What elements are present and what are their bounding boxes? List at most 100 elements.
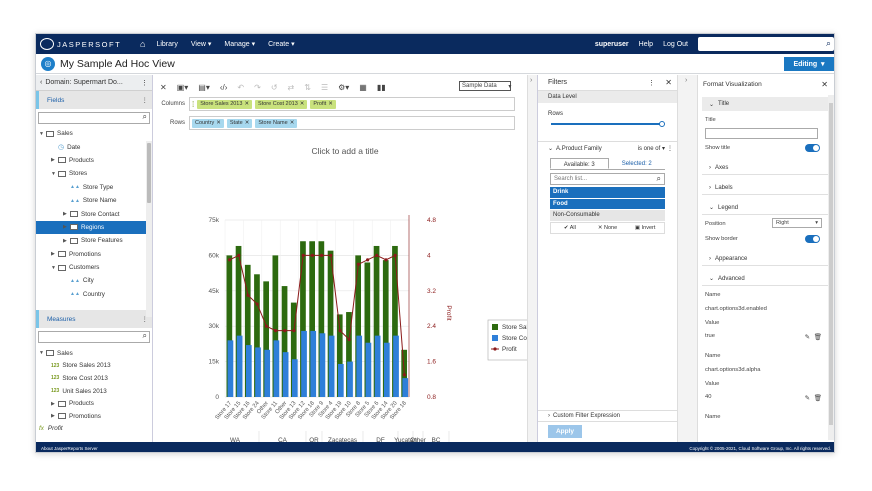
- tab-selected[interactable]: Selected: 2: [621, 161, 652, 167]
- tab-available[interactable]: Available: 3: [550, 158, 609, 169]
- bar-store-sales[interactable]: [346, 312, 352, 397]
- bar-store-sales[interactable]: [336, 314, 343, 397]
- legend-label[interactable]: Store Cost 2013: [502, 335, 548, 342]
- measures-search-input[interactable]: ⌕: [38, 331, 150, 343]
- tree-item[interactable]: 123 Store Sales 2013: [36, 360, 152, 373]
- nav-library[interactable]: Library: [156, 40, 178, 48]
- tree-item[interactable]: ▶ Promotions: [36, 248, 152, 261]
- bar-store-cost[interactable]: [282, 352, 289, 397]
- bar-store-sales[interactable]: [355, 255, 362, 397]
- tree-item[interactable]: ▼ Stores: [36, 167, 152, 180]
- profit-point[interactable]: [338, 329, 342, 333]
- tree-item[interactable]: ▼ Sales: [36, 127, 152, 140]
- profit-point[interactable]: [320, 253, 324, 257]
- search-icon[interactable]: ⌕: [142, 112, 147, 121]
- tree-item[interactable]: ◷ Date: [36, 140, 152, 153]
- invert-button[interactable]: ▣ Invert: [634, 224, 656, 231]
- legend-label[interactable]: Store Sales 2013: [502, 324, 551, 331]
- trash-icon[interactable]: 🗑: [813, 334, 822, 341]
- bar-store-sales[interactable]: [373, 245, 380, 397]
- tree-item[interactable]: ▲▲ Country: [36, 288, 152, 301]
- tree-item[interactable]: ▶ Products: [36, 397, 152, 410]
- bar-store-cost[interactable]: [365, 342, 372, 397]
- global-search-input[interactable]: ⌕: [698, 37, 834, 51]
- expand-right-icon[interactable]: ▶: [51, 157, 55, 164]
- scroll-thumb[interactable]: [147, 143, 151, 203]
- close-icon[interactable]: ✕: [821, 79, 828, 89]
- redo-icon[interactable]: ↷: [254, 82, 261, 92]
- show-title-toggle[interactable]: [805, 144, 820, 152]
- bar-store-cost[interactable]: [291, 359, 298, 397]
- tree-item[interactable]: ▶ Products: [36, 154, 152, 167]
- profit-point[interactable]: [246, 293, 250, 297]
- search-icon[interactable]: ⌕: [656, 174, 661, 183]
- custom-filter-expression[interactable]: › Custom Filter Expression: [538, 410, 685, 422]
- remove-icon[interactable]: ✕: [244, 120, 250, 126]
- menu-icon[interactable]: ⋮: [141, 97, 149, 104]
- bar-store-cost[interactable]: [310, 330, 317, 397]
- menu-icon[interactable]: ⋮: [141, 316, 149, 323]
- expand-right-icon[interactable]: ▶: [51, 251, 55, 258]
- fields-search-input[interactable]: ⌕: [38, 112, 150, 124]
- shelf-pill[interactable]: State ✕: [226, 118, 253, 128]
- bar-store-cost[interactable]: [319, 333, 326, 397]
- title-section-header[interactable]: ⌄ Title: [702, 97, 828, 111]
- expand-down-icon[interactable]: ▼: [39, 130, 44, 137]
- bar-store-sales[interactable]: [309, 241, 316, 397]
- tree-item[interactable]: ▲▲ Store Name: [36, 194, 152, 207]
- tree-item[interactable]: ▶ Regions: [36, 220, 152, 235]
- tree-item[interactable]: ▲▲ Store Type: [36, 181, 152, 194]
- tree-item[interactable]: ▶ Store Features: [36, 234, 152, 247]
- profit-point[interactable]: [402, 373, 406, 377]
- bar-store-cost[interactable]: [402, 378, 409, 397]
- chart-title-placeholder[interactable]: Click to add a title: [311, 146, 379, 156]
- home-icon[interactable]: ⌂: [140, 39, 146, 49]
- expand-right-icon[interactable]: ▶: [51, 413, 55, 420]
- columns-drop-zone[interactable]: ⁞ Store Sales 2013 ✕ Store Cost 2013 ✕ Prof…: [189, 97, 515, 111]
- help-link[interactable]: Help: [638, 40, 654, 48]
- legend-section-header[interactable]: ⌄ Legend: [702, 201, 828, 215]
- bar-store-sales[interactable]: [226, 255, 233, 397]
- remove-icon[interactable]: ✕: [289, 120, 295, 126]
- remove-icon[interactable]: ✕: [216, 120, 221, 126]
- format-icon[interactable]: ▦: [359, 82, 367, 92]
- sort-icon[interactable]: ⇅: [304, 82, 311, 92]
- bar-store-cost[interactable]: [245, 345, 252, 397]
- select-none-button[interactable]: ✕ None: [597, 224, 618, 231]
- undo-icon[interactable]: ↶: [237, 82, 245, 92]
- jaspersoft-logo[interactable]: JASPERSOFT: [40, 38, 132, 50]
- bar-store-sales[interactable]: [327, 250, 334, 397]
- settings-icon[interactable]: ⚙▾: [338, 82, 350, 92]
- expand-right-icon[interactable]: ▶: [63, 237, 67, 244]
- remove-icon[interactable]: ✕: [328, 101, 333, 107]
- expand-right-icon[interactable]: ▶: [63, 211, 67, 218]
- format-collapse-strip[interactable]: ›: [677, 75, 697, 442]
- trash-icon[interactable]: 🗑: [813, 395, 822, 402]
- appearance-section-header[interactable]: › Appearance: [702, 252, 828, 266]
- drag-handle-icon[interactable]: ⁞: [192, 99, 195, 109]
- code-icon[interactable]: ‹/›: [219, 82, 228, 92]
- bar-store-sales[interactable]: [244, 264, 251, 397]
- expand-right-icon[interactable]: ▶: [63, 224, 67, 231]
- filter-search-input[interactable]: Search list... ⌕: [550, 173, 665, 185]
- bar-store-cost[interactable]: [374, 335, 381, 397]
- rows-drop-zone[interactable]: Country ✕ State ✕ Store Name ✕: [189, 116, 515, 130]
- close-icon[interactable]: ✕: [665, 78, 672, 87]
- profit-point[interactable]: [347, 337, 351, 342]
- edit-icon[interactable]: ✎: [804, 395, 811, 402]
- profit-point[interactable]: [237, 253, 241, 257]
- bar-store-sales[interactable]: [254, 274, 260, 397]
- profit-point[interactable]: [310, 253, 314, 257]
- about-link[interactable]: About JasperReports Server: [41, 445, 98, 451]
- chevron-right-icon[interactable]: ›: [530, 77, 533, 84]
- bar-store-sales[interactable]: [263, 281, 270, 397]
- bar-store-sales[interactable]: [235, 245, 242, 397]
- profit-point[interactable]: [366, 258, 370, 262]
- profit-point[interactable]: [393, 253, 397, 257]
- profit-point[interactable]: [255, 302, 259, 306]
- save-icon[interactable]: ▣▾: [176, 82, 189, 92]
- tree-item[interactable]: ▼ Customers: [36, 261, 152, 274]
- tree-item[interactable]: ▲▲ City: [36, 274, 152, 287]
- profit-point[interactable]: [228, 258, 232, 262]
- format-scrollbar[interactable]: [828, 95, 834, 440]
